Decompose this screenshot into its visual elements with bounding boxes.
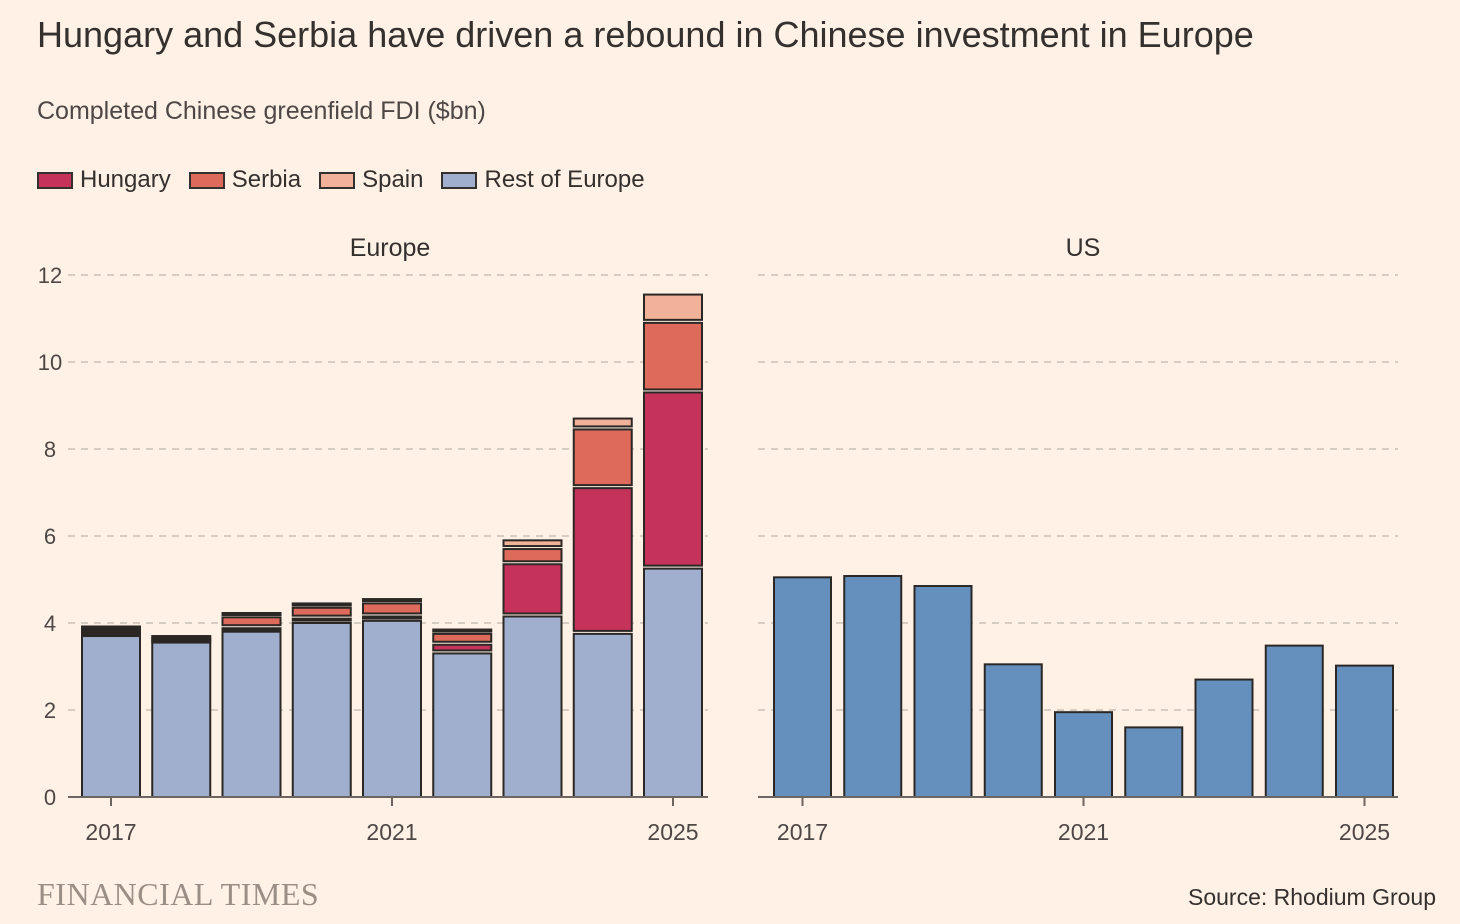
europe-bar-spain	[643, 293, 703, 321]
europe-bar-hungary	[502, 563, 563, 615]
brand-logo: FINANCIAL TIMES	[37, 876, 320, 912]
y-tick-label: 2	[44, 698, 56, 723]
europe-bar-hungary	[572, 487, 633, 632]
europe-bar-spain	[221, 611, 282, 616]
europe-bar-rest-of-europe	[151, 641, 212, 799]
legend-item-rest-of-europe: Rest of Europe	[441, 166, 645, 194]
europe-bar-spain	[291, 602, 352, 607]
europe-bar-spain	[151, 635, 212, 640]
legend-label-spain: Spain	[362, 166, 424, 193]
legend-item-spain: Spain	[319, 166, 423, 194]
europe-bar-rest-of-europe	[502, 615, 563, 798]
legend-swatch-hungary	[37, 171, 73, 189]
us-bar	[1194, 678, 1254, 798]
us-bar	[773, 576, 832, 799]
legend-swatch-rest-of-europe	[441, 171, 478, 189]
legend-label-rest-of-europe: Rest of Europe	[484, 166, 645, 193]
legend-label-hungary: Hungary	[80, 166, 171, 193]
europe-x-tick-label: 2025	[647, 819, 698, 845]
europe-bar-serbia	[81, 628, 141, 633]
europe-bar-spain	[572, 417, 633, 428]
europe-x-tick-label: 2021	[366, 819, 417, 845]
us-bar	[1264, 644, 1324, 798]
europe-bar-spain	[362, 598, 422, 603]
us-bar	[1124, 726, 1184, 799]
chart-title: Hungary and Serbia have driven a rebound…	[37, 14, 1254, 55]
y-tick-label: 6	[44, 524, 56, 549]
y-tick-label: 4	[44, 611, 56, 636]
us-bar	[913, 585, 973, 799]
europe-bar-hungary	[432, 643, 493, 652]
us-x-tick-label: 2021	[1058, 819, 1109, 845]
us-bar	[1335, 664, 1394, 798]
y-tick-label: 8	[44, 437, 56, 462]
legend-swatch-serbia	[188, 171, 225, 189]
europe-bar-serbia	[643, 321, 703, 391]
europe-bar-serbia	[432, 632, 493, 643]
europe-bar-rest-of-europe	[81, 635, 141, 798]
europe-bar-serbia	[502, 548, 563, 563]
us-bar	[843, 575, 903, 799]
y-tick-label: 0	[44, 785, 56, 810]
europe-bar-hungary	[643, 391, 703, 567]
source-note: Source: Rhodium Group	[1187, 884, 1436, 910]
us-x-tick-label: 2017	[777, 819, 828, 845]
europe-bar-serbia	[362, 602, 422, 615]
legend-item-serbia: Serbia	[188, 166, 302, 194]
europe-bar-serbia	[291, 606, 352, 617]
europe-bar-serbia	[572, 428, 633, 487]
legend-swatch-spain	[319, 171, 356, 189]
europe-bar-hungary	[291, 617, 352, 622]
europe-bar-rest-of-europe	[362, 619, 422, 799]
us-bar	[1054, 711, 1113, 798]
legend-label-serbia: Serbia	[231, 166, 302, 193]
chart-subtitle: Completed Chinese greenfield FDI ($bn)	[37, 97, 486, 125]
europe-bar-rest-of-europe	[221, 630, 282, 799]
europe-bar-rest-of-europe	[643, 567, 703, 798]
europe-bar-rest-of-europe	[432, 652, 493, 799]
europe-bar-spain	[502, 539, 563, 548]
legend-item-hungary: Hungary	[37, 166, 171, 194]
us-panel-title: US	[1066, 234, 1101, 262]
europe-x-tick-label: 2017	[85, 819, 136, 845]
europe-bar-spain	[432, 628, 493, 633]
europe-bar-spain	[81, 625, 141, 630]
us-bar	[983, 663, 1043, 799]
europe-bar-rest-of-europe	[291, 622, 352, 798]
europe-bar-hungary	[221, 627, 282, 632]
europe-bar-hungary	[81, 631, 141, 636]
europe-bar-serbia	[221, 616, 282, 627]
europe-bar-hungary	[362, 615, 422, 620]
europe-bar-rest-of-europe	[572, 632, 633, 798]
y-tick-label: 10	[38, 350, 62, 375]
y-tick-label: 12	[38, 263, 62, 288]
europe-panel-title: Europe	[350, 234, 431, 262]
legend: Hungary Serbia Spain Rest of Europe	[37, 166, 645, 194]
us-x-tick-label: 2025	[1339, 819, 1390, 845]
